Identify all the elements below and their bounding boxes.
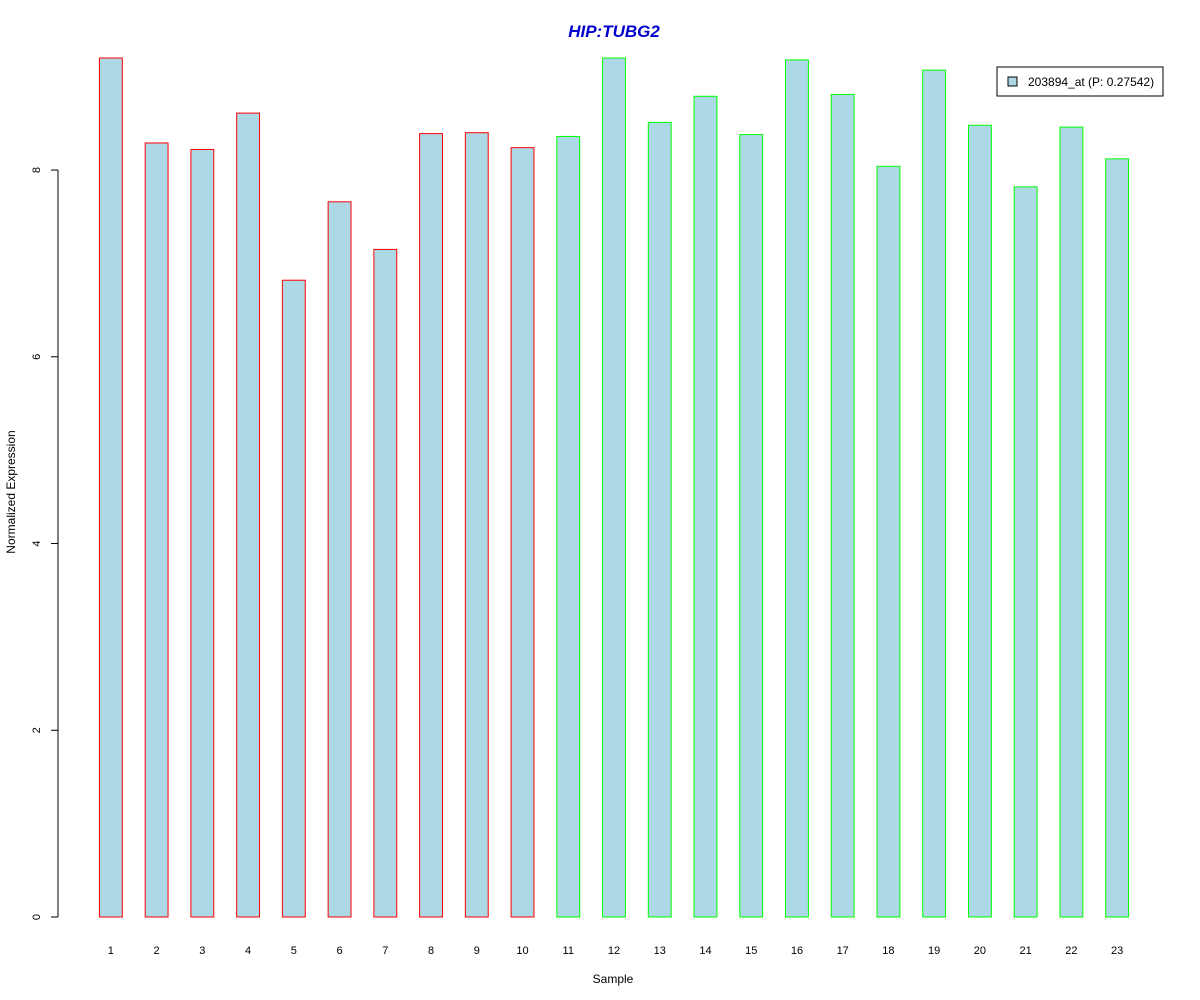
bar-sample-6	[327, 201, 352, 918]
x-tick-label: 20	[974, 945, 986, 957]
x-tick-label: 17	[837, 945, 849, 957]
y-axis-title: Normalized Expression	[4, 430, 18, 553]
bar-sample-8	[419, 133, 443, 918]
bar-sample-11	[556, 135, 581, 918]
x-tick-label: 18	[882, 945, 894, 957]
bar-sample-5	[281, 279, 306, 918]
y-tick-label: 0	[31, 914, 43, 920]
legend-swatch	[1007, 76, 1018, 87]
y-tick-label: 2	[31, 727, 43, 733]
x-axis-title: Sample	[593, 972, 634, 986]
legend-label: 203894_at (P: 0.27542)	[1028, 75, 1154, 89]
bar-sample-2	[144, 142, 169, 918]
bar-sample-20	[967, 124, 992, 918]
bar-sample-12	[602, 57, 626, 918]
x-tick-label: 1	[108, 945, 114, 957]
x-axis: 1 2 3 4 5 6 7 8 9 10 11 12 13 14 15 16 17 18 19 20 21 22 23	[108, 945, 1123, 957]
x-tick-label: 22	[1065, 945, 1077, 957]
legend: 203894_at (P: 0.27542)	[996, 66, 1164, 97]
x-tick-label: 14	[699, 945, 711, 957]
x-tick-label: 12	[608, 945, 620, 957]
bar-sample-9	[464, 132, 489, 918]
bar-sample-22	[1059, 126, 1084, 918]
x-tick-label: 9	[474, 945, 480, 957]
bar-sample-23	[1105, 158, 1130, 918]
x-tick-label: 6	[337, 945, 343, 957]
x-tick-label: 4	[245, 945, 251, 957]
x-tick-label: 15	[745, 945, 757, 957]
bar-sample-1	[98, 57, 123, 918]
bar-sample-3	[190, 149, 215, 918]
x-tick-label: 16	[791, 945, 803, 957]
x-tick-label: 10	[516, 945, 528, 957]
chart-title: HIP:TUBG2	[568, 22, 660, 41]
x-tick-label: 11	[563, 945, 574, 957]
x-tick-label: 23	[1111, 945, 1123, 957]
bar-sample-7	[373, 248, 398, 918]
y-tick-label: 8	[31, 167, 43, 173]
x-tick-label: 8	[428, 945, 434, 957]
bar-sample-13	[647, 121, 672, 918]
bar-sample-19	[922, 69, 947, 918]
y-tick-label: 6	[31, 354, 43, 360]
x-tick-label: 5	[291, 945, 297, 957]
bar-sample-17	[830, 93, 855, 918]
bar-sample-15	[739, 134, 764, 918]
bar-sample-14	[693, 95, 718, 918]
y-tick-label: 4	[31, 540, 43, 546]
x-tick-label: 19	[928, 945, 940, 957]
bar-sample-4	[236, 112, 261, 918]
bar-sample-10	[510, 147, 535, 918]
y-axis: 0 2 4 6 8	[31, 167, 59, 920]
x-tick-label: 3	[199, 945, 205, 957]
legend-box	[996, 66, 1164, 97]
bars-group	[98, 57, 1130, 918]
x-tick-label: 2	[154, 945, 160, 957]
bar-sample-16	[785, 59, 809, 918]
bar-sample-21	[1013, 186, 1038, 918]
x-tick-label: 13	[654, 945, 666, 957]
x-tick-label: 21	[1020, 945, 1032, 957]
bar-sample-18	[876, 165, 901, 918]
x-tick-label: 7	[382, 945, 388, 957]
